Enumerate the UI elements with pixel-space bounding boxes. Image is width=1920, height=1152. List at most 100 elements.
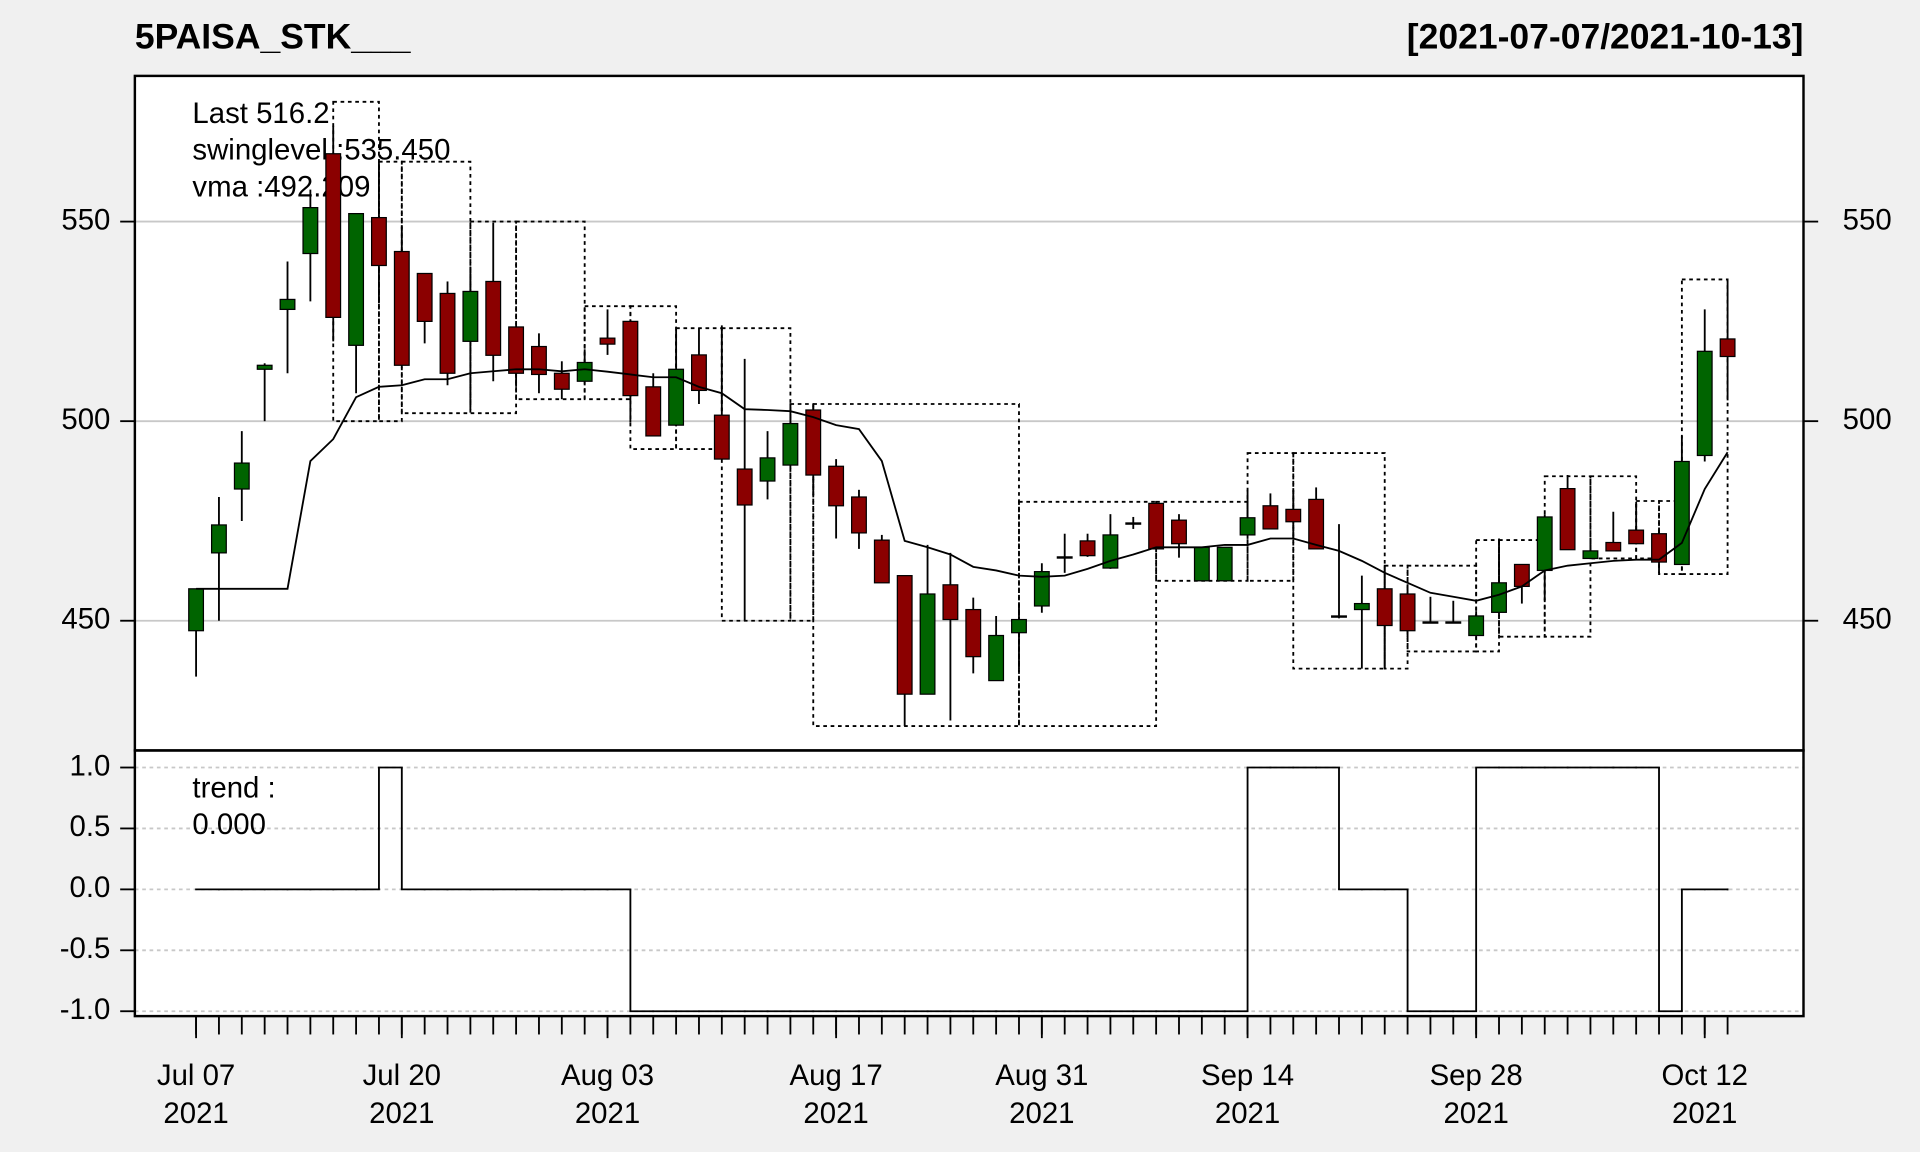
candle-body [233,462,250,490]
swing-box [1589,475,1638,560]
candle-body [439,292,456,374]
y-tick-label: -1.0 [60,993,111,1026]
candle-body [736,468,753,506]
candle-body [988,634,1005,682]
candle-body [645,386,662,437]
chart-title: 5PAISA_STK___ [135,17,412,57]
candle-body [1651,533,1667,563]
candle-body [302,207,319,255]
candle-body [1239,517,1256,536]
candle-body [805,409,822,476]
x-tick-label: 2021 [1443,1097,1508,1130]
candle-body [1308,498,1325,550]
candle-body [1193,546,1210,582]
x-tick-label: Aug 03 [561,1059,654,1092]
legend-text: trend : [192,771,275,804]
swing-box [629,305,678,451]
x-tick-label: 2021 [1009,1097,1074,1130]
x-tick-label: 2021 [803,1097,868,1130]
legend-text: Last 516.2 [192,97,329,130]
x-tick-label: Aug 31 [995,1059,1088,1092]
candle-body [508,326,525,374]
candle-body [1125,522,1142,525]
candle-body [370,216,387,267]
candle-body [1399,593,1416,632]
swing-box [1292,452,1386,670]
candle-body [279,298,296,311]
candle-body [896,575,913,695]
candle-body [1285,508,1302,523]
candle-body [759,457,776,482]
candle-body [1262,505,1279,530]
swing-box [1680,278,1729,575]
candle-body [1696,350,1713,457]
candle-body [1011,618,1027,634]
candle-body [553,372,570,390]
candle-body [599,337,616,345]
plot: 450 450 500 500 550 550 Last 516.2 swinglevel :… [60,97,1892,1130]
y-tick-label: 500 [61,403,110,436]
candle-body [485,280,502,356]
swing-box [332,100,380,423]
legend-text: 0.000 [192,808,266,841]
y-tick-label: 450 [61,602,110,635]
candle-body [1422,621,1439,624]
candle-body [210,524,227,554]
candle-body [828,465,845,507]
vma-line [196,368,1729,602]
legend-text: vma :492.209 [192,170,370,203]
x-tick-label: Oct 12 [1661,1059,1748,1092]
candle-body [1582,550,1599,560]
candle-body [188,588,205,632]
candle-body [576,361,593,382]
x-tick-label: Jul 20 [363,1059,441,1092]
candle-body [1148,502,1165,550]
candle-body [1536,516,1553,572]
candle-body [1445,621,1462,624]
candle-body [622,320,639,397]
candle-body [691,354,707,392]
candle-body [462,290,479,342]
y-tick-label: 0.0 [70,871,111,904]
date-range: [2021-07-07/2021-10-13] [1407,17,1804,57]
legend-text: swinglevel :535.450 [192,134,450,167]
candle-body [782,422,799,466]
candle-body [1491,582,1507,613]
x-tick-label: 2021 [369,1097,434,1130]
candle-body [1719,338,1736,358]
candle-body [530,345,547,376]
candle-body [919,593,936,695]
candle-body [1353,602,1370,611]
x-tick-label: 2021 [1215,1097,1280,1130]
swing-box [812,403,1020,728]
candle-body [416,272,433,322]
candle-body [1331,615,1347,618]
candle-body [851,496,867,534]
x-tick-label: Jul 07 [157,1059,235,1092]
candle-body [713,414,730,460]
candle-body [1171,519,1187,545]
trend-panel [134,750,1804,1017]
candle-body [1628,529,1645,545]
candle-body [393,250,410,366]
candle-body [942,584,959,621]
candle-body [965,608,982,658]
x-tick-label: Sep 28 [1430,1059,1523,1092]
trend-frame [133,749,1805,1018]
candle-body [1376,588,1393,627]
candle-body [1559,488,1576,551]
y2-tick-label: 550 [1843,203,1892,236]
y-tick-label: 550 [61,203,110,236]
candle-body [256,364,273,370]
candle-body [668,368,685,426]
x-tick-label: 2021 [163,1097,228,1130]
x-tick-label: Aug 17 [790,1059,883,1092]
x-tick-label: 2021 [575,1097,640,1130]
candle-body [1216,546,1233,582]
y-tick-label: 1.0 [70,749,111,782]
swing-box [1246,452,1295,582]
candle-body [1079,540,1096,557]
y2-tick-label: 500 [1843,403,1892,436]
candle-body [1605,541,1622,552]
